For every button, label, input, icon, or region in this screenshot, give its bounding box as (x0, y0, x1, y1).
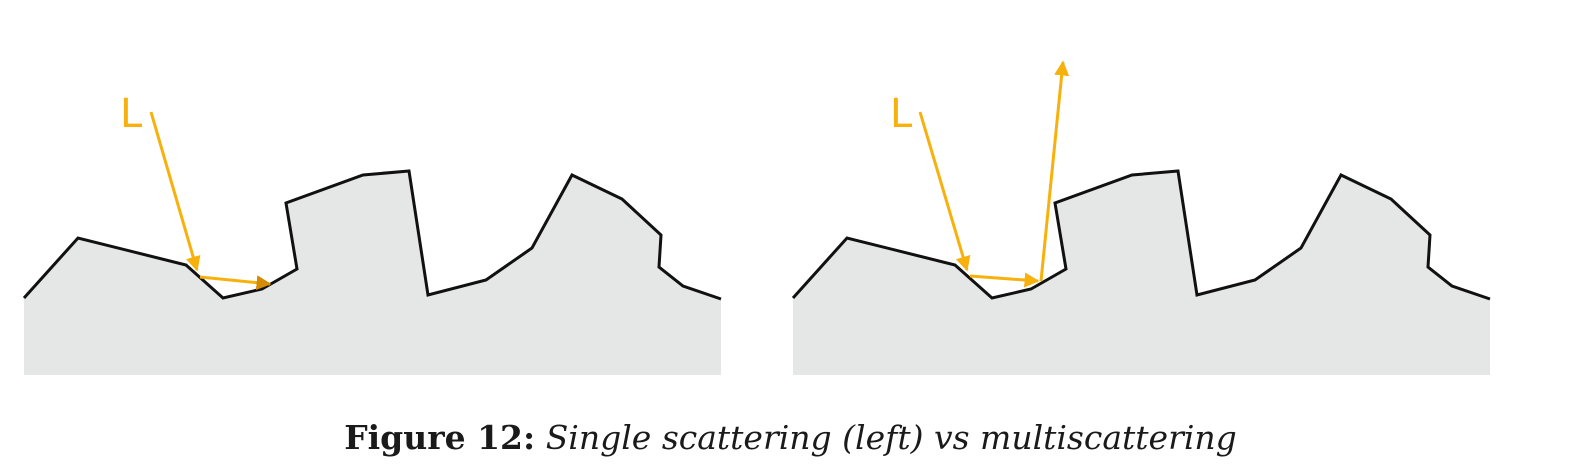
caption-label: Figure 12: (344, 418, 536, 457)
rough-surface (793, 171, 1490, 375)
surface-outline (791, 169, 1491, 301)
scattering-figure: L L (22, 60, 1491, 375)
figure-caption: Figure 12: Single scattering (left) vs m… (0, 414, 1581, 462)
escaping-ray (1039, 60, 1070, 282)
surface-outline (22, 169, 722, 301)
caption-text: Single scattering (left) vs multiscatter… (545, 418, 1237, 457)
incident-ray (918, 111, 971, 272)
scattered-ray-absorbed (199, 275, 272, 291)
incident-ray (149, 111, 201, 272)
first-bounce-ray (969, 272, 1040, 288)
single-scattering-panel: L (22, 91, 722, 375)
light-label: L (120, 91, 143, 137)
light-label: L (890, 91, 913, 137)
rough-surface (24, 171, 721, 375)
multiscattering-panel: L (791, 60, 1491, 375)
